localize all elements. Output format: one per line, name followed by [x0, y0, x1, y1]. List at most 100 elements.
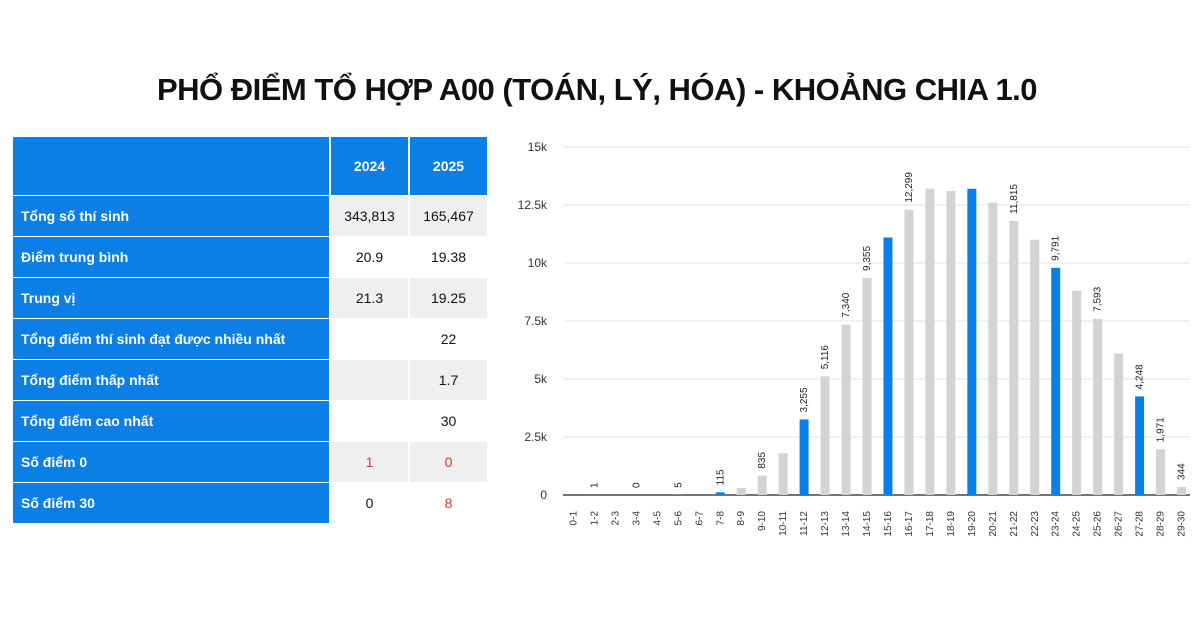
x-tick-label: 26-27 — [1114, 511, 1125, 537]
value-2025: 1.7 — [408, 359, 487, 401]
data-label: 3,255 — [799, 387, 810, 412]
table-row: Số điểm 30 0 8 — [13, 482, 487, 524]
value-2025: 30 — [408, 400, 487, 442]
x-tick-label: 22-23 — [1030, 511, 1041, 537]
bar-14-15 — [862, 277, 872, 495]
value-2024 — [329, 400, 409, 442]
x-tick-label: 10-11 — [778, 511, 789, 536]
x-tick-label: 11-12 — [799, 511, 810, 536]
row-label: Tổng điểm thấp nhất — [13, 359, 330, 401]
x-tick-label: 14-15 — [862, 511, 873, 537]
table-row: Số điểm 0 1 0 — [13, 441, 487, 483]
header-2024: 2024 — [329, 137, 409, 196]
table-row: Tổng điểm cao nhất 30 — [13, 400, 487, 442]
table-row: Tổng điểm thí sinh đạt được nhiều nhất 2… — [13, 318, 487, 360]
x-tick-label: 0-1 — [568, 511, 579, 526]
x-tick-label: 8-9 — [736, 511, 747, 526]
y-tick-label: 2.5k — [524, 430, 548, 444]
page-title: PHỔ ĐIỂM TỔ HỢP A00 (TOÁN, LÝ, HÓA) - KH… — [156, 72, 1038, 107]
row-label: Số điểm 30 — [13, 482, 330, 524]
data-label: 7,593 — [1093, 286, 1104, 311]
bar-20-21 — [988, 202, 998, 495]
data-label: 0 — [631, 482, 642, 488]
data-label: 344 — [1177, 463, 1188, 480]
y-tick-label: 7.5k — [524, 314, 548, 328]
value-2025: 8 — [408, 482, 487, 524]
x-tick-label: 1-2 — [589, 511, 600, 526]
x-tick-label: 3-4 — [631, 511, 642, 526]
x-tick-label: 18-19 — [946, 511, 957, 537]
value-2025: 0 — [408, 441, 487, 483]
header-2025: 2025 — [408, 137, 487, 196]
value-2025: 19.38 — [408, 236, 487, 278]
x-tick-label: 23-24 — [1051, 511, 1062, 537]
data-label: 7,340 — [841, 292, 852, 317]
x-tick-label: 5-6 — [673, 511, 684, 526]
value-2024: 1 — [329, 441, 409, 483]
row-label: Số điểm 0 — [13, 441, 330, 483]
data-label: 4,248 — [1135, 364, 1146, 389]
header-label-cell — [13, 137, 330, 196]
value-2025: 22 — [408, 318, 487, 360]
bar-9-10 — [757, 475, 767, 495]
value-2024 — [329, 318, 409, 360]
x-tick-label: 24-25 — [1072, 511, 1083, 537]
value-2025: 19.25 — [408, 277, 487, 319]
data-label: 115 — [715, 469, 726, 485]
x-tick-label: 19-20 — [967, 511, 978, 537]
data-label: 5,116 — [820, 345, 831, 370]
bar-29-30 — [1177, 487, 1187, 495]
bar-25-26 — [1093, 318, 1103, 495]
x-tick-label: 2-3 — [610, 511, 621, 526]
data-label: 12,299 — [904, 172, 915, 203]
bar-7-8 — [715, 492, 725, 495]
score-distribution-chart: 0 2.5k 5k 7.5k 10k 12.5k 15k 0-1 1-2 1 2-3 3-4 0 4-5 5… — [518, 140, 1190, 537]
y-tick-label: 10k — [528, 256, 548, 270]
row-label: Tổng điểm cao nhất — [13, 400, 330, 442]
x-tick-label: 17-18 — [925, 511, 936, 537]
bar-18-19 — [946, 191, 956, 495]
x-tick-label: 25-26 — [1093, 511, 1104, 537]
value-2024: 343,813 — [329, 195, 409, 237]
stats-table: 2024 2025 Tổng số thí sinh 343,813 165,4… — [13, 137, 487, 524]
y-tick-label: 15k — [528, 140, 548, 154]
x-tick-label: 13-14 — [841, 511, 852, 537]
value-2024: 21.3 — [329, 277, 409, 319]
value-2024 — [329, 359, 409, 401]
row-label: Điểm trung bình — [13, 236, 330, 278]
row-label: Tổng điểm thí sinh đạt được nhiều nhất — [13, 318, 330, 360]
bar-15-16 — [883, 237, 893, 495]
y-tick-label: 5k — [534, 372, 548, 386]
data-label: 835 — [757, 452, 768, 469]
x-tick-label: 15-16 — [883, 511, 894, 537]
bar-26-27 — [1114, 353, 1124, 495]
bar-28-29 — [1156, 449, 1166, 495]
table-header-row: 2024 2025 — [13, 137, 487, 196]
x-tick-label: 29-30 — [1177, 511, 1188, 537]
value-2024: 0 — [329, 482, 409, 524]
x-tick-label: 20-21 — [988, 511, 999, 537]
x-tick-label: 4-5 — [652, 511, 663, 526]
x-tick-label: 16-17 — [904, 511, 915, 537]
y-tick-label: 12.5k — [518, 198, 548, 212]
x-tick-label: 21-22 — [1009, 511, 1020, 537]
data-label: 1,971 — [1156, 417, 1167, 442]
bar-23-24 — [1051, 267, 1061, 495]
bar-22-23 — [1030, 239, 1040, 495]
data-label: 9,791 — [1051, 235, 1062, 260]
bar-24-25 — [1072, 290, 1082, 495]
table-row: Tổng số thí sinh 343,813 165,467 — [13, 195, 487, 237]
bar-12-13 — [820, 376, 830, 495]
table-row: Tổng điểm thấp nhất 1.7 — [13, 359, 487, 401]
bar-11-12 — [799, 419, 809, 495]
bar-13-14 — [841, 324, 851, 495]
x-tick-label: 9-10 — [757, 511, 768, 531]
bar-21-22 — [1009, 220, 1019, 495]
y-tick-label: 0 — [540, 488, 547, 502]
data-label: 9,355 — [862, 246, 873, 271]
x-tick-label: 27-28 — [1135, 511, 1146, 537]
bar-10-11 — [778, 453, 788, 495]
bar-19-20 — [967, 188, 977, 495]
row-label: Trung vị — [13, 277, 330, 319]
data-label: 5 — [673, 482, 684, 488]
